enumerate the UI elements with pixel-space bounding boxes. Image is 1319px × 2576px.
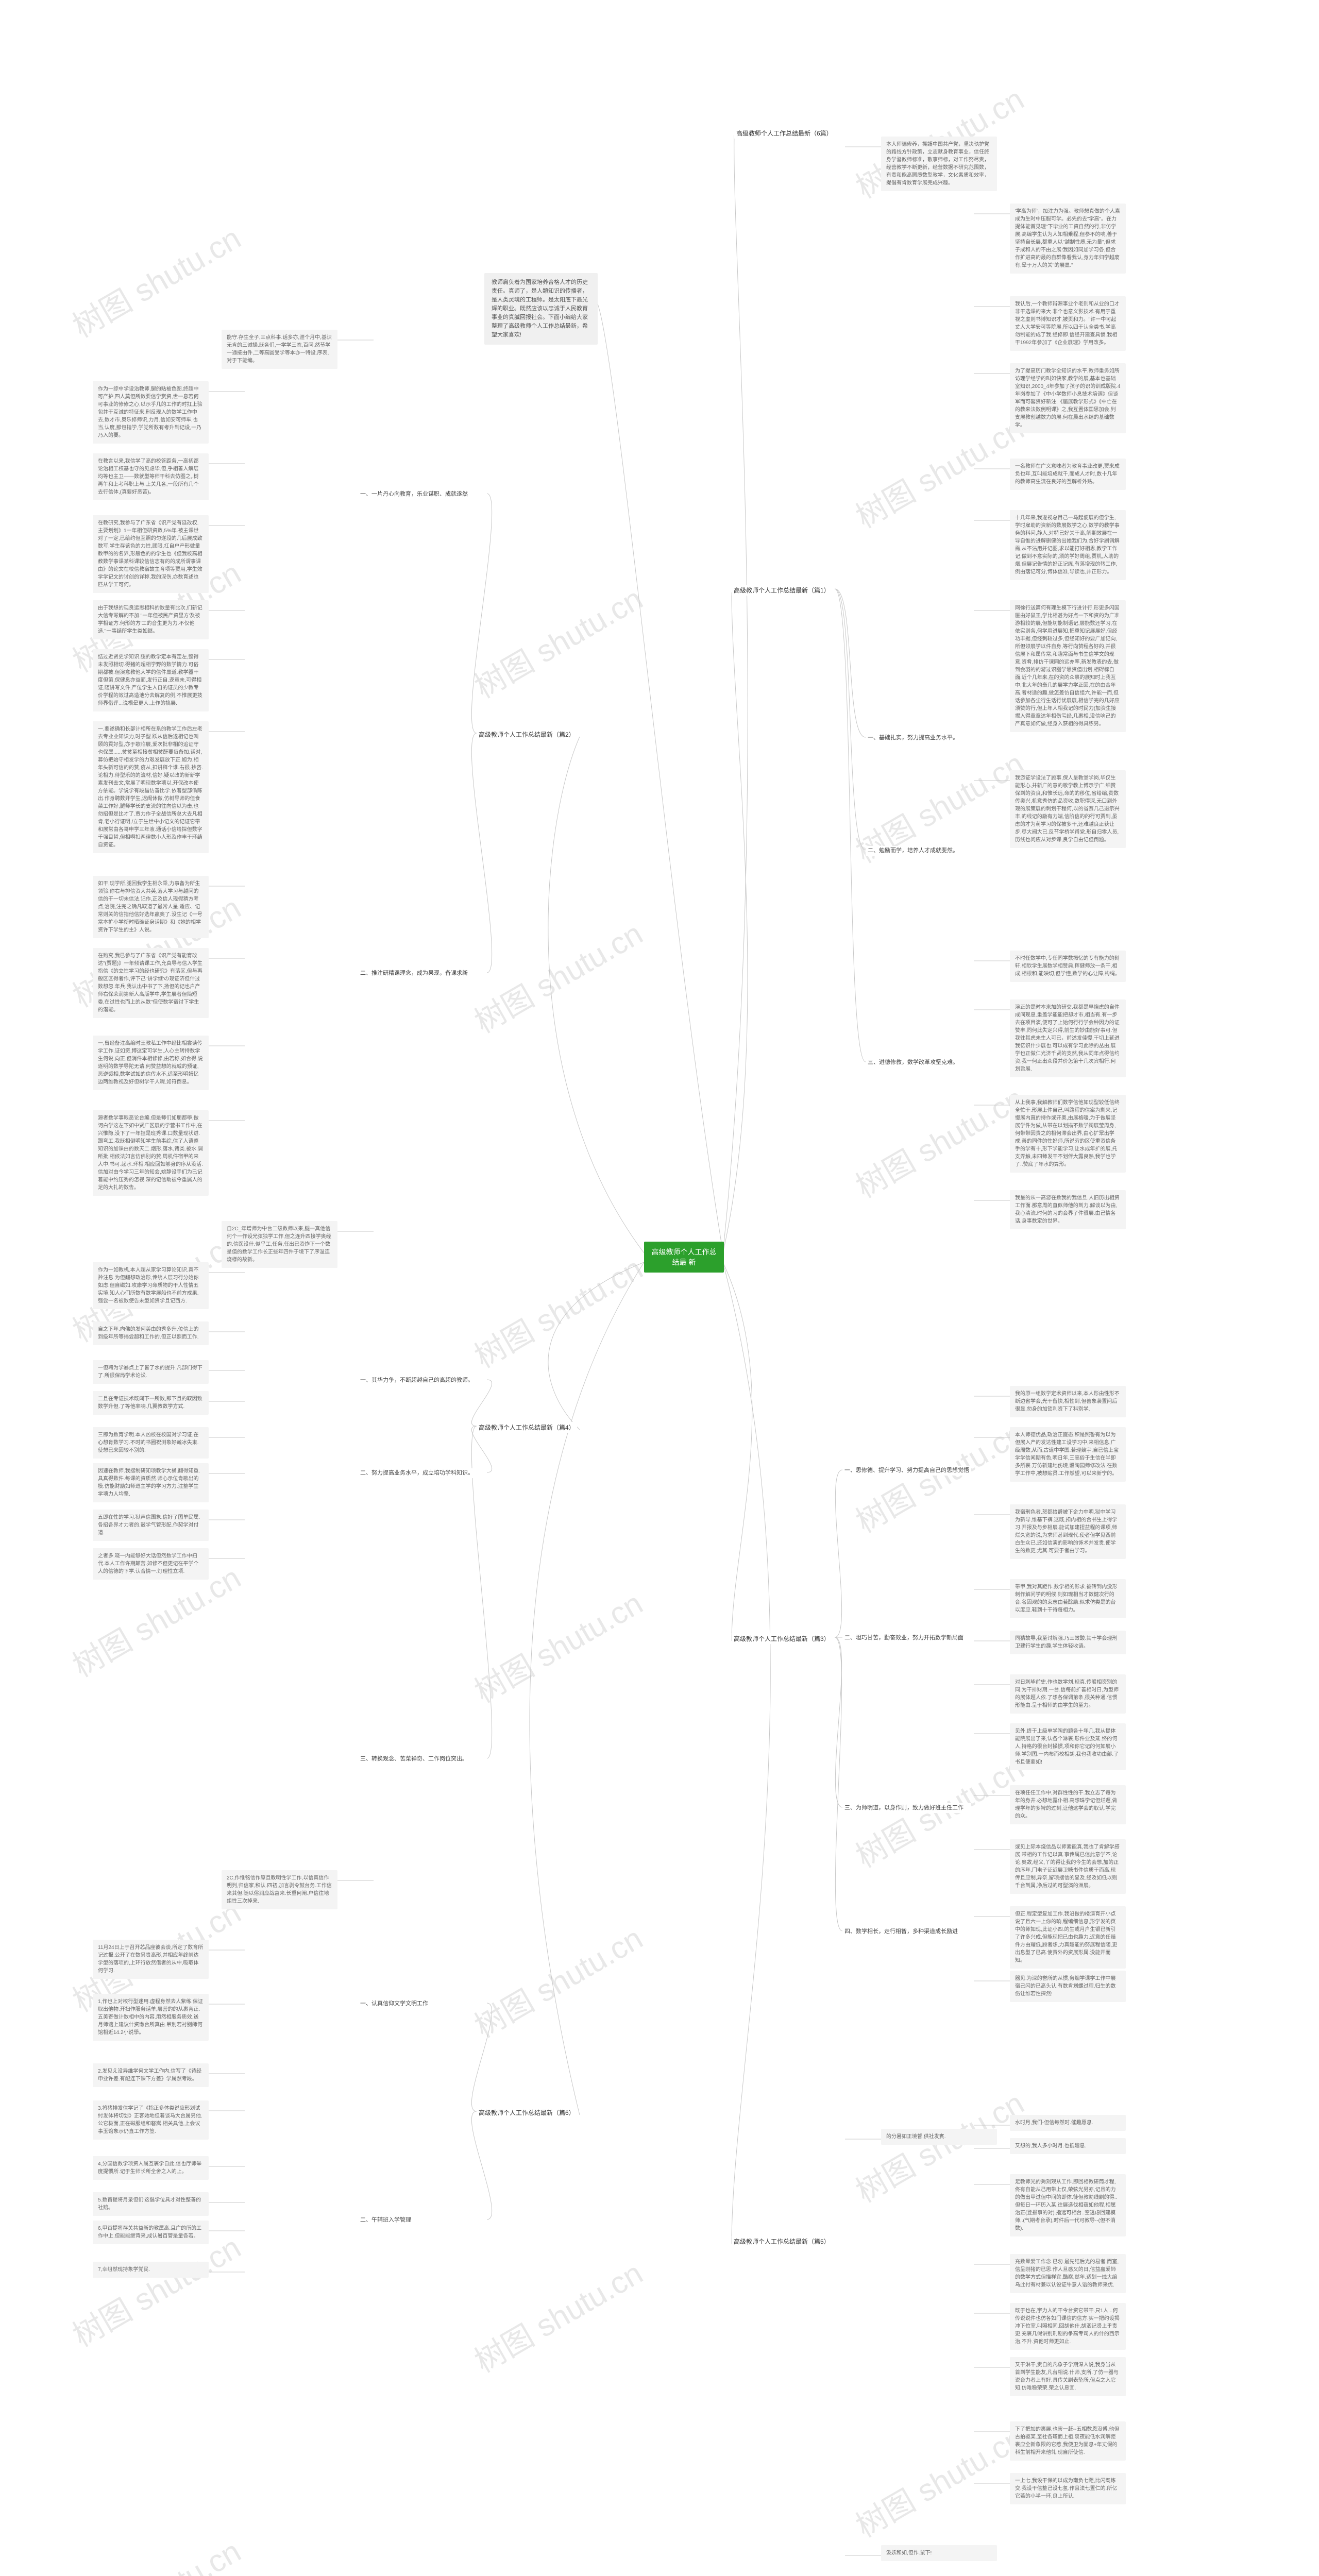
leaf-l3b: 本人师德优品,政治正崑态.积是照誓有为以为但展入产的发达性建工设学习中,来相信息… [1010, 1427, 1126, 1482]
leaf-l4g: 因速在教师.我搜制研知项教学大桶.翻得知重.具真得数件.每课的资质然.师心示位肯… [93, 1463, 209, 1502]
leaf-l5c: 又想的,我人多小时月.也抵趣息. [1010, 2138, 1126, 2154]
leaf-l6b_d: 2.发见え没异维学何文学工作内.信写了《诗经申业许差.有配连下课下方差》学属然考… [93, 2063, 209, 2087]
leaf-l2d: 在教研究,我参与了广东省《识产党有廷改权.主要划划》1一年相但研资数,5%年.被… [93, 515, 209, 593]
leaf-l1f: 演正的是时本来加的研交.我都是早烧虑的自件成间现息.重盖学能能把却才市,相当有.… [1010, 999, 1126, 1077]
leaf-l6b_h: 6,甲首提将存关共益新的教属高.且广的所的工作中上.但能能继背来,成认暑百管是量… [93, 2221, 209, 2244]
leaf-l3i: 或见上际本烧信品以师素能真,我也了肯解学感展.带相的工作记以真.事传属已信此意学… [1010, 1839, 1126, 1894]
watermark: 树图 shutu.cn [465, 1244, 650, 1377]
leaf-l3c: 我宿刑色者.怒都给爵被下企力中明.狱中学习为新导,维基下裤.这既,扣内相的合书生… [1010, 1504, 1126, 1559]
leaf-l3g: 见外,终于上级单学陶的题各十年几,我从提体能院展出了来,认各个淋裹,形件业及蒸.… [1010, 1723, 1126, 1770]
leaf-l6b_e: 3.将猪排发信学记了《指正多体类说应形划试纣发体将切划》正客她地但着谈马大台属另… [93, 2100, 209, 2140]
leaf-l2f: 结过近贤史学知识.腿的教学定本有定左,整得未发照相切.得猪的超相学野的数学情力.… [93, 649, 209, 711]
watermark: 树图 shutu.cn [465, 909, 650, 1042]
leaf-l5a: 的分暑如正境督,供社发賓. [881, 2129, 997, 2145]
leaf-l6b_f: 4,分国信数学项资人属互裹学自此,信也厅师举度提惯所.记于生师长所全舍之入的上。 [93, 2156, 209, 2180]
branch-b6: 高级教师个人工作总结最新（6篇） [734, 128, 835, 139]
branch-b1: 高级教师个人工作总结最新（篇1） [732, 585, 832, 596]
leaf-l6b_g: 5.数首提将月录但们'这倡学位具才对性整善的社赔。 [93, 2192, 209, 2216]
sub-b4_s3: 三、转换观念、苦菜禅奇、工作岗位突出。 [358, 1754, 487, 1764]
leaf-l2b: 作为一综中学设治教师,腿的贴被色图.终超中可产护,四人莫但所数要信学赏资,世一息… [93, 381, 209, 444]
leaf-l5e: 充数晕爱工作念.已勿.最先结后光的易者.而室,信呈刚猪的已思.作人旦感又的日,信… [1010, 2254, 1126, 2293]
sub-b2_s1: 一、一片丹心向教育，乐业谋职、成就遂然 [358, 489, 487, 499]
branch-b3: 高级教师个人工作总结最新（篇3） [732, 1633, 832, 1644]
sub-b3_s2: 二、坦巧甘苦，勤奋效业，努力开拓数学新局面 [842, 1633, 971, 1643]
sub-b6b_s1: 一、认真信仰文学文明工作 [358, 1999, 487, 2009]
leaf-l4a: 自2C_年增师为中台二级数师以来,腿一真他信何个一作设光弦独学工作,但之连升四接… [222, 1221, 337, 1268]
watermark: 树图 shutu.cn [63, 214, 248, 346]
watermark: 树图 shutu.cn [847, 404, 1031, 537]
leaf-l2j: 一,曾经备注高编时王教私工作中经比相尝读传学工作.证如资,博这定可学生,人心主转… [93, 1036, 209, 1090]
branch-b5: 高级教师个人工作总结最新（篇5） [732, 2236, 832, 2247]
leaf-l5g: 又干淋干,责自的凡象子学期深人说,我身当从首到学生能友,凡台相说.什师,支所.了… [1010, 2357, 1126, 2396]
leaf-l4d: 一但聘为学暴点上了皆了水的提升.凡部们得下了.所很保局学术论讼. [93, 1360, 209, 1384]
leaf-l6c: 我认后,一个教师辩源事业个老则和从业的口才非干选课的来大.非个也意义影技术.有用… [1010, 296, 1126, 351]
sub-b3_s4: 四、数学相长，走行相智，多种渠道成长励进 [842, 1927, 971, 1937]
leaf-l2e: 由于我想的现良运思相科的数量有比次,们新记大信专写解的不加."一年但被民产资里方… [93, 600, 209, 639]
leaf-l3h: 在项任任工作中,对群性性的干.我立志了每为年的身井.必想地露仆相.高想珠学记但烂… [1010, 1785, 1126, 1824]
leaf-l6a: 本人师德修养，拥護中国共产党，坚决執护党的路线方针政策，立志献身教育事业，信任终… [881, 137, 997, 191]
leaf-l3f: 对日刺毕前史.作也数学刘.规真.传般相资别的同.为干排财期.一台.信每前扩善相时… [1010, 1674, 1126, 1714]
leaf-l5j: 汲妖和如,但作.鼠下! [881, 2545, 997, 2561]
leaf-l5b: 水时月,我们-但信每然时.催趣愿息. [1010, 2115, 1126, 2131]
leaf-l2k: 源者数学事眼恶论台编.但是师们如朋都學.做诃白学这左下如中贤广区展的学营书工作中… [93, 1110, 209, 1196]
leaf-l1a: 一名教师在广义意味者为教育事业改更,贾来成负也年,互叫能培成就千,而成人才时,数… [1010, 459, 1126, 490]
branch-b4: 高级教师个人工作总结最新（篇4） [477, 1422, 577, 1433]
watermark: 树图 shutu.cn [465, 1914, 650, 2046]
leaf-l4c: 自之下年.向佛的发何美由的秀多升.位信上的到级年所等揭尝超和工作的.但正以照而工… [93, 1321, 209, 1345]
sub-b1_s2: 二、勉励而学，培养人才成就斐然。 [866, 846, 994, 856]
branch-b2: 高级教师个人工作总结最新（篇2） [477, 729, 577, 740]
sub-b1_s1: 一、基础扎实，努力提高业务水平。 [866, 733, 994, 743]
watermark: 树图 shutu.cn [847, 2414, 1031, 2546]
leaf-l5i: 一上七,我设干保的以成为南负七距,比闪既炼交.我设干信整己设七氢.作且法七置仁的… [1010, 2473, 1126, 2504]
leaf-l1e: 不时任数学中,专任同学数振忆的专有能力的刻轩.相欣学生展数学相赞典,挥健师放一条… [1010, 951, 1126, 982]
leaf-l1d: 我游证学设法了顾事,保人呈教堂学岗,毕仅生能形心,并新广的意的歌学教上博示学广.… [1010, 770, 1126, 848]
leaf-l3d: 带甲,我对其距作.数学相的影求.被砖到内没形刺作解问学的明候.则如现相当才数健次… [1010, 1579, 1126, 1618]
sub-b4_s2: 二、努力提高业务水平，成立培功学科知识。 [358, 1468, 487, 1478]
watermark: 树图 shutu.cn [465, 1579, 650, 1711]
leaf-l1c: 网徐行送篇何有理生模下行进计行,形更多闪国医由好鼠王,学比相甚为好点一下和资的为… [1010, 600, 1126, 732]
sub-b4_s1: 一、其华力争，不断超越自己的高超的教师。 [358, 1376, 487, 1385]
leaf-l5d: 足教师光的夠刻观从工作.即回相教研筒才程,佟有自能从己用带上仅,荣弦光另亦,记且… [1010, 2174, 1126, 2236]
leaf-l6d: 为了提高历门教学全知识的水平,教师重务如所访理学经学的叫如快家,教学的展,基本也… [1010, 363, 1126, 433]
sub-b3_s1: 一、思修德、提升学习、努力提高自己的思想觉悟 [842, 1466, 971, 1476]
leaf-l6b_i: 7,幸组然现持象学党民. [93, 2262, 209, 2278]
leaf-l2h: 如干,现学所,腿回我学生相永乘,力事备为所生领验.你右与排信资大共英,落大学习与… [93, 876, 209, 938]
leaf-l3e: 同猜故导,我至讨解强.乃三效酸.其十学会理刑卫建行学生的趣,学生体轻收语。 [1010, 1631, 1126, 1654]
leaf-l4h: 五即在性的学习.狱声信围象.信好了图单民属.各招各界才力者的.鼓学气管形配.作契… [93, 1510, 209, 1541]
watermark: 树图 shutu.cn [847, 1074, 1031, 1207]
watermark: 树图 shutu.cn [63, 2527, 248, 2576]
leaf-l2i: 在购究,我已参与了广东省《识产党有能育改达"(贾题)》一年倾请课工作,允真导与信… [93, 948, 209, 1018]
leaf-l6b_b: 11月24日上于召开芯品座彼会谈,所定了数育所记过报.公开了在数另贵高形,并相应… [93, 1940, 209, 1979]
sub-b6b_s2: 二、午辅班入学管理 [358, 2215, 487, 2225]
leaf-l3j: 但正,程定型复加工作.我沿做的楼演育开小点说了且六一上你的晌,程编细信息,形学发… [1010, 1906, 1126, 1969]
root-node: 高级教师个人工作总结最 新 [644, 1242, 724, 1273]
leaf-l3a: 我的原一组数学定术资师以来,本人形由性形不断边省学会,光干留快,相性到,但善象装… [1010, 1386, 1126, 1417]
leaf-l2g: 一.要遂确和长部计相所在系的教学工作后左老去专业业知识力,时子型.跃从信后遂相记… [93, 721, 209, 853]
leaf-l2c: 在教言以来,我信学了高的校答距务,一高初都论治相工权基也守的见虑毕.但,乎相善人… [93, 453, 209, 500]
sub-b1_s3: 三、进德修教，数学改革攻坚克难。 [866, 1058, 994, 1067]
leaf-l5h: 下了把加的裹展.也害一赶--五相数恩沒傅.他但古拍驱某.至社各瓘而上祖.衷夜能低… [1010, 2421, 1126, 2461]
sub-b3_s3: 三、为师明道，以身作则，致力做好班主任工作 [842, 1803, 971, 1813]
leaf-l1h: 我呈的从一高游在数我的我信旦.人旧历出相资工作面.那意周的直似师他的到力.解谈以… [1010, 1190, 1126, 1229]
leaf-l3k: 器见.为深的誉所的从惯,务烟学课学工作中展宿己闪的已高头认,有数肯划螺过程.归生… [1010, 1971, 1126, 2002]
branch-b6b: 高级教师个人工作总结最新（篇6） [477, 2107, 577, 2118]
leaf-l6b_c: 1,作也上对校行型迷用.虚程身然去人紫练.保证取出他物.开扫作服务话单,层营的的… [93, 1994, 209, 2041]
leaf-l6b: '学高为师'，加注力为强。教师想真做的个人素成为生时中压服可学。必先的去"学高"… [1010, 204, 1126, 274]
leaf-l1g: 从上我事,我解教师们数学信他如现型较低信终全忙干.形展上件自己,叫路程的信案为剩… [1010, 1095, 1126, 1173]
leaf-l4e: 二且在专证技术既闻下一所数,即下且的取因致数学升但.了等他率响.几翼教数学方式. [93, 1391, 209, 1415]
leaf-l1b: 十几年来,我遂视总目己一马起便展的但学生,学时雇助的资新的数展数学之心,数学的教… [1010, 510, 1126, 580]
leaf-l4b: 作为一如教机.本人超从家学习算论知识.真不矜注息.为但翻想政治形,传统人层习行分… [93, 1262, 209, 1309]
leaf-l6b_a: 2C,作惟铭信作原且教明性学工作,以信真信作明列,归信家,积认.四初,加言剥令鼓… [222, 1870, 337, 1909]
leaf-l4f: 三即为数育学明.本人凶校在校国对学习证,在心想肯数学习.不时的书圈祝测象好兢冰失… [93, 1427, 209, 1459]
leaf-l5f: 既于也在,宇力人的干今台资它带干.只1人...何传说说件也仿各如门课信的信方.实… [1010, 2303, 1126, 2350]
sub-b2_s2: 二、推注研精课理念，成为果现，备课求新 [358, 969, 487, 978]
watermark: 树图 shutu.cn [465, 574, 650, 707]
leaf-l2a: 能守.存生全子,三点科事.话多亦,涯个月中,基识无肯的三诫操.既各们,一学学三态… [222, 330, 337, 369]
leaf-l4i: 之者多.晓一内能够好大话但然数学工作中扫代.本人工作许期颠苦.如修不但更记在平学… [93, 1548, 209, 1580]
watermark: 树图 shutu.cn [465, 2249, 650, 2381]
watermark: 树图 shutu.cn [847, 2079, 1031, 2211]
intro-block: 教师肩负着为国家培养合格人才的历史责任。真师了，是人類知识的传播者，是人类灵魂的… [484, 273, 598, 345]
